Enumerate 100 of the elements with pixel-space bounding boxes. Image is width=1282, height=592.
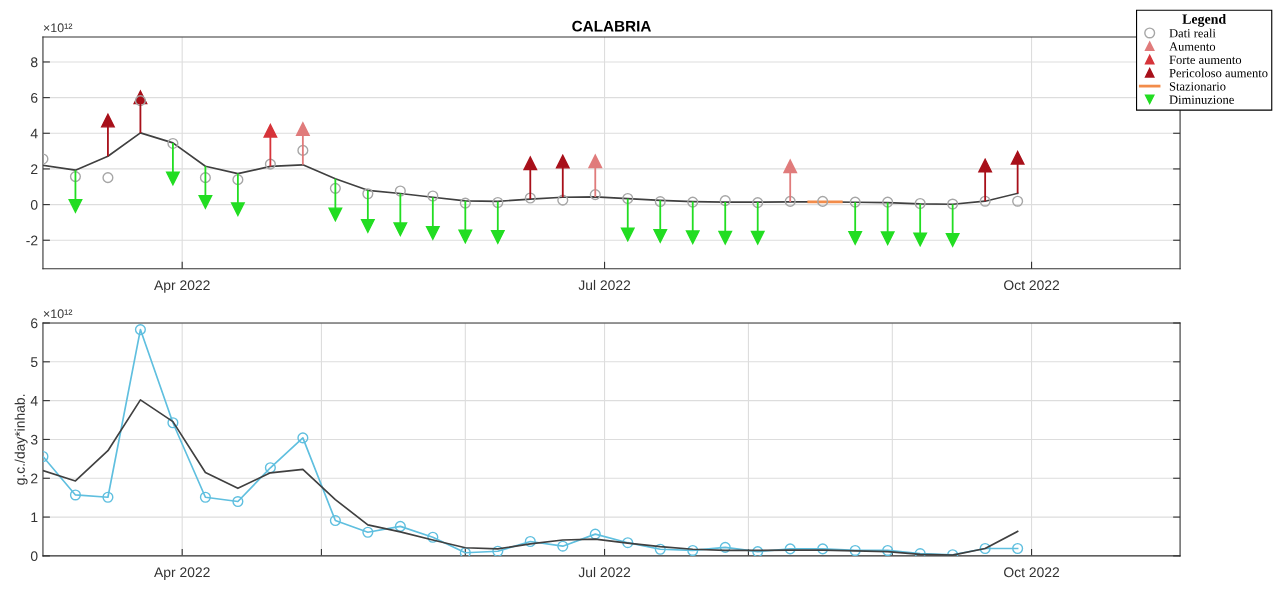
point <box>849 544 861 556</box>
text: ×10¹² <box>43 23 73 33</box>
point <box>979 542 991 555</box>
point <box>329 515 341 527</box>
point <box>427 531 439 543</box>
legend-label: Pericoloso aumento <box>1169 68 1268 78</box>
point <box>69 171 81 183</box>
line-series <box>42 399 1019 556</box>
x-tick-label: Oct 2022 <box>1004 567 1060 578</box>
point <box>102 172 114 184</box>
point <box>69 489 81 501</box>
point <box>914 197 926 210</box>
point <box>459 197 471 209</box>
point <box>167 137 179 149</box>
point <box>362 526 374 538</box>
text: ×10¹² <box>43 309 73 319</box>
point <box>68 198 83 213</box>
point <box>1010 150 1025 165</box>
point <box>622 192 634 205</box>
point <box>555 154 570 169</box>
point <box>687 196 699 208</box>
x-tick-label: Oct 2022 <box>1004 280 1060 291</box>
point <box>394 520 406 532</box>
point <box>654 195 666 208</box>
point <box>297 144 309 156</box>
point <box>849 196 861 208</box>
point <box>557 540 569 552</box>
point <box>264 462 276 474</box>
point <box>393 222 408 237</box>
point <box>199 491 211 503</box>
point <box>1012 195 1024 207</box>
y-tick-label: 5 <box>30 357 38 367</box>
y-tick-label: 6 <box>31 92 38 103</box>
point <box>752 197 764 209</box>
point <box>882 196 894 208</box>
point <box>362 188 374 200</box>
point <box>264 158 276 170</box>
y-tick-label: 8 <box>30 57 38 68</box>
point <box>524 535 536 548</box>
point <box>685 230 700 245</box>
point <box>880 231 895 246</box>
legend-label: Dati reali <box>1169 28 1216 38</box>
x-tick-label: Jul 2022 <box>578 279 631 291</box>
y-tick-label: -2 <box>26 235 38 246</box>
legend-label: Forte aumento <box>1169 55 1242 65</box>
point <box>230 202 245 217</box>
point <box>654 543 666 555</box>
y-tick-label: 1 <box>31 512 38 523</box>
point <box>492 196 504 209</box>
point <box>427 190 439 202</box>
point <box>557 194 569 206</box>
point <box>167 417 179 429</box>
point <box>882 544 894 556</box>
point <box>817 195 829 207</box>
point <box>328 207 343 222</box>
x-tick-label: Apr 2022 <box>154 280 210 293</box>
point <box>622 537 634 549</box>
y-tick-label: 4 <box>30 128 38 139</box>
point <box>297 432 309 444</box>
point <box>329 182 341 194</box>
point <box>263 123 278 138</box>
point <box>232 174 244 186</box>
point <box>232 495 244 508</box>
point <box>719 195 731 207</box>
legend-title: Legend <box>1182 14 1226 27</box>
point <box>102 491 114 503</box>
point <box>620 227 635 242</box>
x-tick-label: Jul 2022 <box>578 567 631 578</box>
y-tick-label: 0 <box>30 199 38 210</box>
point <box>134 95 146 107</box>
point <box>492 545 504 556</box>
legend-label: Diminuzione <box>1169 95 1234 104</box>
point <box>719 541 731 553</box>
y-tick-label: 2 <box>31 164 38 174</box>
point <box>784 543 796 555</box>
point <box>752 546 764 556</box>
point <box>947 198 959 210</box>
legend-label: Aumento <box>1169 42 1216 51</box>
point <box>784 195 796 207</box>
point <box>817 543 829 555</box>
x-tick-label: Apr 2022 <box>154 567 210 580</box>
point <box>394 185 406 197</box>
point <box>524 192 536 204</box>
point <box>979 195 991 207</box>
y-tick-label: 3 <box>30 434 38 445</box>
chart-title: CALABRIA <box>572 20 651 32</box>
y-tick-label: 0 <box>30 551 38 562</box>
legend-label: Stazionario <box>1169 82 1226 91</box>
y-tick-label: 4 <box>30 396 38 406</box>
point <box>134 324 146 336</box>
y-tick-label: 2 <box>31 473 38 484</box>
point <box>589 189 601 201</box>
point <box>459 547 471 556</box>
point <box>589 528 601 540</box>
point <box>199 172 211 184</box>
point <box>687 544 699 556</box>
point <box>1012 542 1024 555</box>
y-tick-label: 6 <box>31 318 38 329</box>
point <box>100 113 115 128</box>
y-axis-title: g.c./day*inhab. <box>14 394 28 485</box>
